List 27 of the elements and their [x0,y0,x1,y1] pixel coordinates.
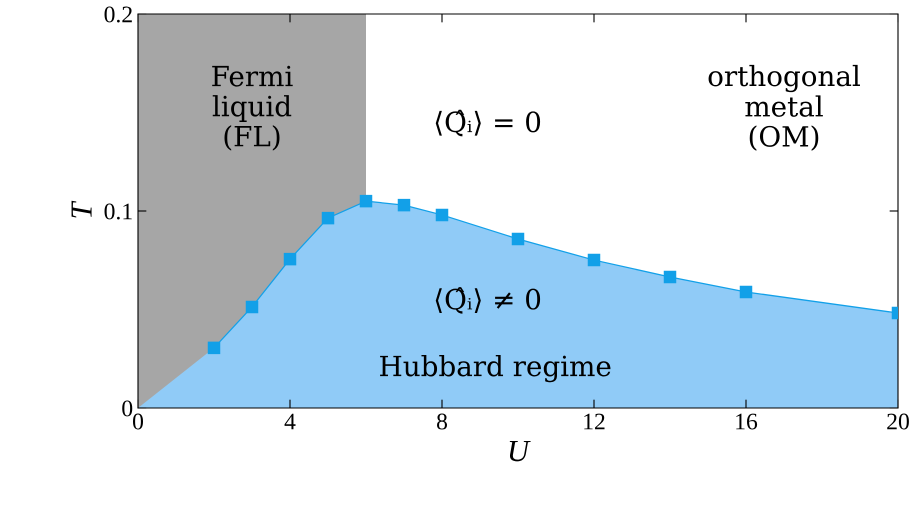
point [512,232,524,246]
annotation: Fermi liquid (FL) [212,66,293,151]
x-tick-label: 0 [132,414,144,430]
point [588,254,600,266]
x-tick-label: 12 [584,414,605,430]
point [436,208,448,222]
point [398,198,410,212]
point [740,286,752,298]
annotation: ⟨Q̂ᵢ⟩ ≠ 0 [436,287,540,314]
annotation: orthogonal metal (OM) [708,64,860,151]
point [246,300,258,314]
x-tick-label: 20 [887,414,909,430]
y-tick-label: 0 [122,400,132,416]
x-axis-title: U [510,441,531,462]
point [208,342,220,354]
x-tick-label: 8 [436,414,448,430]
point [360,194,372,208]
x-tick-label: 4 [284,414,296,430]
annotation: ⟨Q̂ᵢ⟩ = 0 [436,110,540,136]
point [322,212,334,224]
point [284,252,296,266]
x-tick-label: 16 [736,414,758,430]
point [664,270,676,284]
annotation: Hubbard regime [380,354,610,382]
y-tick-label: 0.2 [104,6,132,23]
y-tick-label: 0.1 [104,203,132,220]
y-axis-title: T [72,200,92,218]
